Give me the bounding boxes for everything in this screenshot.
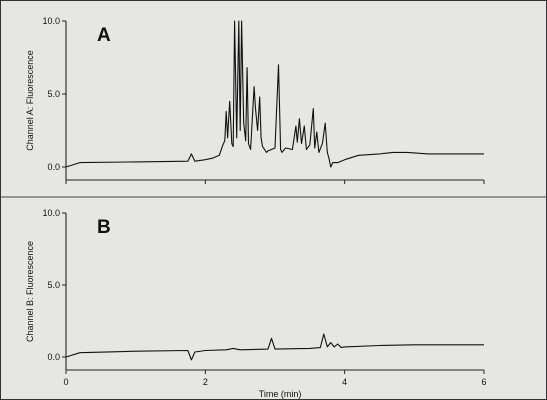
- x-tick-label-3: 6: [481, 377, 486, 387]
- y-tick-label-b-2: 10.0: [42, 208, 60, 218]
- chromatogram-trace-b-0: [65, 333, 484, 361]
- y-axis-title-b: Channel B: Fluorescence: [25, 241, 35, 342]
- x-axis-title: Time (min): [259, 389, 302, 399]
- panel-label-b: B: [97, 217, 111, 238]
- y-tick-label-a-2: 10.0: [42, 16, 60, 26]
- x-tick-label-0: 0: [63, 377, 68, 387]
- y-tick-label-b-0: 0.0: [47, 352, 60, 362]
- x-tick-label-2: 4: [342, 377, 347, 387]
- chromatogram-trace-a-0: [65, 20, 484, 168]
- y-tick-label-b-1: 5.0: [47, 280, 60, 290]
- panel-label-a: A: [97, 25, 111, 46]
- y-tick-label-a-0: 0.0: [47, 162, 60, 172]
- y-tick-label-a-1: 5.0: [47, 89, 60, 99]
- y-axis-title-a: Channel A: Fluorescence: [25, 50, 35, 151]
- x-tick-label-1: 2: [203, 377, 208, 387]
